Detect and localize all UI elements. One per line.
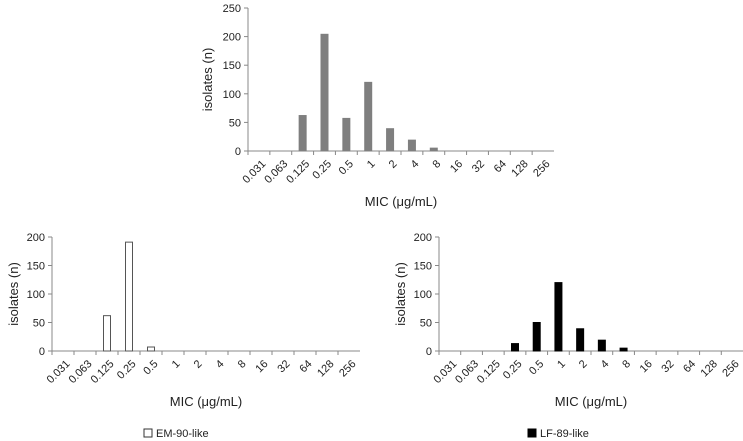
all-y-axis-title: isolates (n): [200, 48, 215, 112]
em90-bar-2: [103, 315, 111, 352]
em90-xtick-label-7: 4: [214, 358, 227, 371]
lf89-bar-6: [576, 328, 585, 352]
lf89-xtick-label-8: 8: [620, 358, 633, 371]
all-xtick-label-8: 8: [431, 158, 444, 171]
all-ytick-label-5: 250: [223, 3, 241, 15]
all-ytick-label-3: 150: [223, 60, 241, 72]
em90-xtick-label-2: 0.125: [89, 358, 117, 386]
legend-swatch-lf-89-like: [527, 428, 537, 438]
lf89-xtick-label-10: 32: [659, 358, 676, 375]
all-xtick-label-4: 0.5: [337, 158, 356, 177]
all-xtick-label-7: 4: [409, 158, 422, 171]
lf89-xtick-label-4: 0.5: [527, 358, 546, 377]
lf89-ytick-label-4: 200: [414, 232, 432, 244]
em90-xtick-label-5: 1: [170, 358, 183, 371]
all-xtick-label-2: 0.125: [284, 158, 312, 186]
all-bar-4: [342, 117, 351, 152]
em90-xtick-label-6: 2: [192, 358, 205, 371]
all-ytick-label-4: 200: [223, 32, 241, 44]
em90-ytick-label-2: 100: [27, 289, 45, 301]
lf89-xtick-label-13: 256: [720, 358, 741, 379]
all-ytick-label-2: 100: [223, 89, 241, 101]
lf89-y-axis-title: isolates (n): [393, 262, 408, 326]
em90-ytick-label-0: 0: [39, 346, 45, 358]
all-bar-5: [364, 81, 373, 152]
legend-em-90-like: EM-90-like: [143, 428, 209, 440]
lf89-xtick-label-5: 1: [555, 358, 568, 371]
all-bar-3: [320, 33, 329, 152]
all-xtick-label-1: 0.063: [262, 158, 290, 186]
all-xtick-label-5: 1: [365, 158, 378, 171]
lf89-xtick-label-0: 0.031: [431, 358, 459, 386]
em90-xtick-label-11: 64: [297, 358, 314, 375]
all-xtick-label-13: 256: [531, 158, 552, 179]
lf89-xtick-label-3: 0.25: [501, 358, 525, 382]
lf89-xtick-label-7: 4: [599, 358, 612, 371]
lf89-bar-7: [597, 339, 606, 352]
lf89-bar-3: [511, 343, 519, 352]
all-ytick-label-1: 50: [229, 117, 241, 129]
lf89-ytick-label-1: 50: [420, 318, 432, 330]
lf89-xtick-label-9: 16: [638, 358, 655, 375]
all-xtick-label-0: 0.031: [241, 158, 269, 186]
all-bar-8: [429, 147, 438, 152]
all-xtick-label-12: 128: [509, 158, 530, 179]
em90-xtick-label-4: 0.5: [141, 358, 160, 377]
em90-ytick-label-1: 50: [33, 318, 45, 330]
all-xtick-label-11: 64: [492, 158, 509, 175]
em90-bar-3: [125, 241, 133, 352]
lf89-xtick-label-2: 0.125: [475, 358, 503, 386]
em90-ytick-label-4: 200: [27, 232, 45, 244]
em90-xtick-label-0: 0.031: [45, 358, 73, 386]
em90-xtick-label-9: 16: [253, 358, 270, 375]
em90-xtick-label-12: 128: [315, 358, 336, 379]
lf89-ytick-label-3: 150: [414, 261, 432, 273]
all-bar-2: [298, 115, 307, 152]
em90-ytick-label-3: 150: [27, 261, 45, 273]
all-xtick-label-3: 0.25: [310, 158, 334, 182]
em90-xtick-label-8: 8: [236, 358, 249, 371]
all-bar-6: [386, 128, 395, 152]
em90-xtick-label-1: 0.063: [67, 358, 95, 386]
em90-xtick-label-3: 0.25: [115, 358, 139, 382]
em90-y-axis-title: isolates (n): [6, 262, 21, 326]
lf89-x-axis-title: MIC (μg/mL): [555, 394, 628, 409]
lf89-ytick-label-0: 0: [426, 346, 432, 358]
em90-xtick-label-13: 256: [337, 358, 358, 379]
legend-lf-89-like: LF-89-like: [527, 428, 589, 440]
legend-label-lf-89-like: LF-89-like: [540, 428, 589, 440]
all-xtick-label-6: 2: [387, 158, 400, 171]
em90-x-axis-title: MIC (μg/mL): [170, 394, 243, 409]
lf89-bar-8: [619, 347, 628, 352]
lf89-ytick-label-2: 100: [414, 289, 432, 301]
legend-label-em-90-like: EM-90-like: [156, 428, 209, 440]
lf89-xtick-label-12: 128: [699, 358, 720, 379]
lf89-bar-4: [532, 322, 541, 352]
all-x-axis-title: MIC (μg/mL): [365, 194, 438, 209]
all-xtick-label-9: 16: [448, 158, 465, 175]
lf89-xtick-label-11: 64: [681, 358, 698, 375]
lf89-xtick-label-1: 0.063: [453, 358, 481, 386]
em90-xtick-label-10: 32: [275, 358, 292, 375]
all-ytick-label-0: 0: [235, 146, 241, 158]
lf89-bar-5: [554, 282, 563, 352]
legend-swatch-em-90-like: [143, 428, 153, 438]
em90-bar-4: [147, 346, 155, 352]
lf89-xtick-label-6: 2: [577, 358, 590, 371]
all-xtick-label-10: 32: [470, 158, 487, 175]
all-bar-7: [407, 139, 416, 152]
